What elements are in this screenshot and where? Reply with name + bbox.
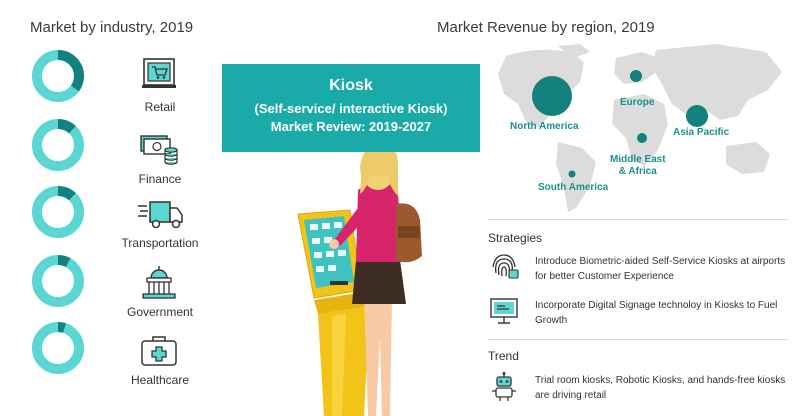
region-bubble-north-america xyxy=(532,76,572,116)
donut-chart-retail xyxy=(32,50,84,102)
industry-label: Transportation xyxy=(121,236,199,250)
region-label: Europe xyxy=(620,97,655,108)
banner-title: Kiosk xyxy=(329,77,373,94)
donut-track xyxy=(32,119,84,171)
robot-icon xyxy=(492,372,516,401)
government-icon xyxy=(142,266,176,299)
continent-south-america xyxy=(556,142,596,212)
kiosk-banner: Kiosk (Self-service/ interactive Kiosk) … xyxy=(222,64,480,152)
region-bubble-europe xyxy=(630,70,642,82)
continent-europe xyxy=(614,52,658,84)
world-map xyxy=(498,44,782,212)
industry-section-title: Market by industry, 2019 xyxy=(30,19,194,36)
continent-australia xyxy=(726,142,770,174)
industry-label: Finance xyxy=(138,172,182,186)
continent-africa xyxy=(612,94,668,166)
donut-chart-transportation xyxy=(32,186,84,238)
divider xyxy=(488,219,788,220)
donut-track xyxy=(32,186,84,238)
region-label: Asia Pacific xyxy=(673,127,730,138)
industry-label: Healthcare xyxy=(130,373,190,387)
banner-period: Market Review: 2019-2027 xyxy=(270,119,432,134)
transportation-icon xyxy=(138,201,183,229)
region-label: North America xyxy=(510,121,579,132)
continent-asia xyxy=(652,44,782,120)
region-label: South America xyxy=(538,182,609,193)
region-bubble-asia-pacific xyxy=(686,105,708,127)
banner-subtitle: (Self-service/ interactive Kiosk) xyxy=(254,101,448,116)
finance-icon xyxy=(140,135,178,165)
donut-track xyxy=(32,322,84,374)
divider xyxy=(488,339,788,340)
region-bubble-middle-east-africa xyxy=(637,133,647,143)
donut-segment xyxy=(32,322,84,374)
industry-label: Retail xyxy=(144,100,176,114)
donut-segment xyxy=(32,186,84,238)
strategy-text: Introduce Biometric-aided Self-Service K… xyxy=(535,256,786,282)
donut-track xyxy=(32,255,84,307)
kiosk-illustration xyxy=(297,142,422,416)
trend-title: Trend xyxy=(488,349,519,363)
donut-segment xyxy=(32,50,84,102)
donut-segment xyxy=(32,255,84,307)
region-bubble-south-america xyxy=(568,170,576,178)
region-label: Middle East & Africa xyxy=(610,154,666,177)
donut-chart-finance xyxy=(32,119,84,171)
donut-chart-government xyxy=(32,255,84,307)
healthcare-icon xyxy=(141,336,177,366)
fingerprint-icon xyxy=(492,254,519,279)
donut-segment xyxy=(32,119,84,171)
strategy-text: Incorporate Digital Signage technoloy in… xyxy=(535,300,778,326)
retail-icon xyxy=(142,58,176,88)
digital-signage-icon xyxy=(490,298,518,324)
donut-chart-healthcare xyxy=(32,322,84,374)
trend-text: Trial room kiosks, Robotic Kiosks, and h… xyxy=(535,375,786,401)
strategies-title: Strategies xyxy=(488,231,543,245)
region-section-title: Market Revenue by region, 2019 xyxy=(437,19,655,36)
industry-label: Government xyxy=(126,305,194,319)
